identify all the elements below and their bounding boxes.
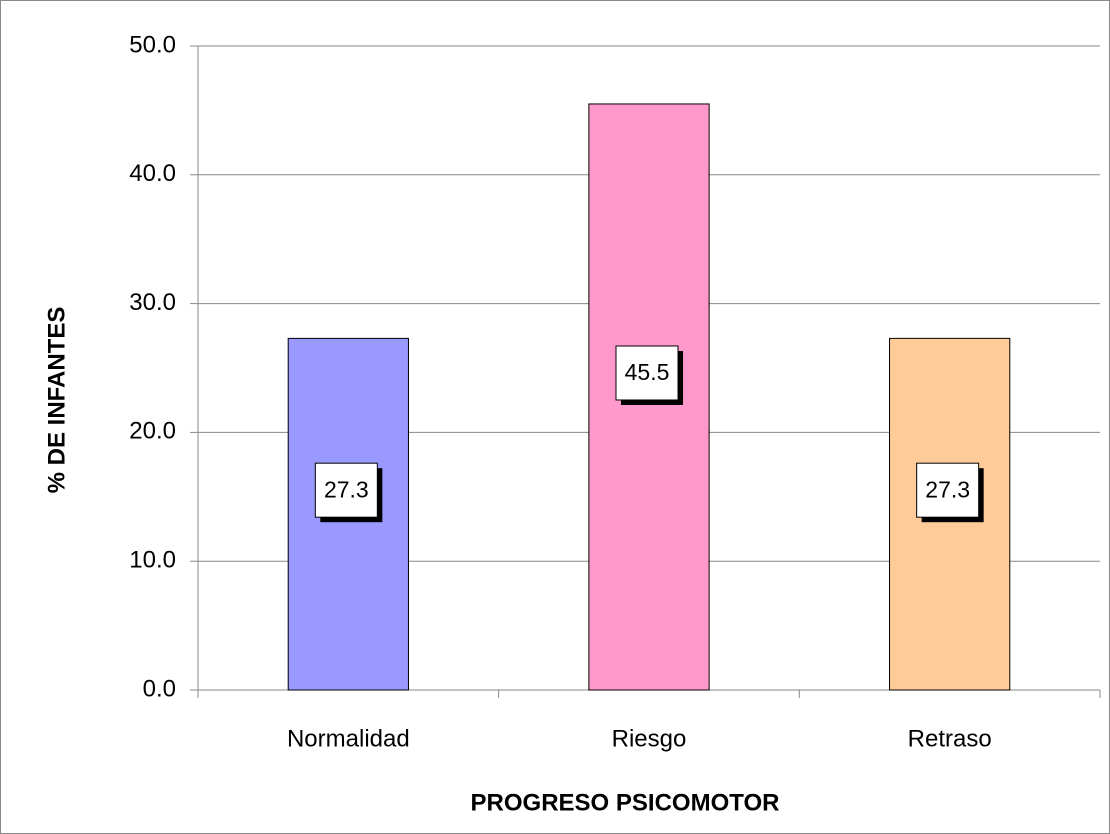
- y-tick-label: 20.0: [129, 418, 176, 445]
- data-label: 27.3: [925, 476, 970, 502]
- y-tick-label: 10.0: [129, 547, 176, 574]
- data-label-box: [615, 345, 679, 401]
- x-tick-label: Riesgo: [612, 725, 687, 752]
- y-tick-label: 50.0: [129, 31, 176, 58]
- y-tick-label: 40.0: [129, 160, 176, 187]
- data-label: 45.5: [625, 359, 670, 385]
- x-tick-label: Normalidad: [287, 725, 410, 752]
- data-label-box: [916, 462, 980, 518]
- y-tick-label: 0.0: [143, 675, 176, 702]
- y-tick-label: 30.0: [129, 289, 176, 316]
- data-label: 27.3: [324, 476, 369, 502]
- x-axis-title: PROGRESO PSICOMOTOR: [471, 789, 780, 816]
- x-tick-label: Retraso: [908, 725, 992, 752]
- data-label-box: [314, 462, 378, 518]
- y-axis-title: % DE INFANTES: [43, 307, 70, 494]
